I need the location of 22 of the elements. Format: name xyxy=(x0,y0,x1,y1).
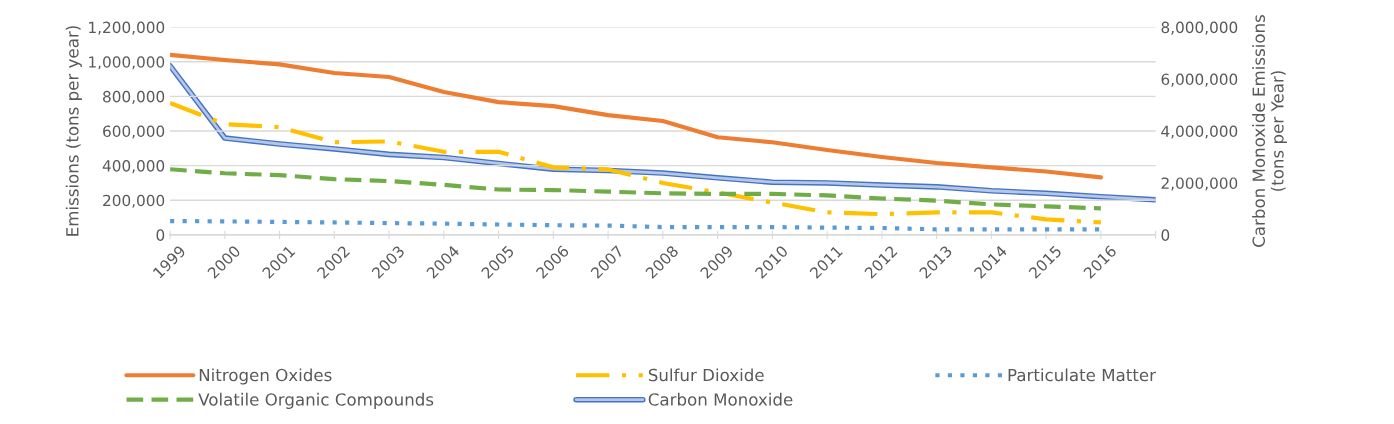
y2-tick-label: 6,000,000 xyxy=(1161,73,1238,87)
y-tick-label: 600,000 xyxy=(103,125,165,139)
y-axis-title: Emissions (tons per year) xyxy=(65,26,82,236)
legend-label: Sulfur Dioxide xyxy=(648,368,764,382)
legend-label: Nitrogen Oxides xyxy=(199,368,332,385)
line-series xyxy=(170,100,1103,225)
y-tick-label: 200,000 xyxy=(103,194,165,208)
y-tick-label: 1,200,000 xyxy=(89,21,165,35)
legend-label: Carbon Monoxide xyxy=(648,392,793,406)
y-tick-label: 400,000 xyxy=(102,160,165,174)
legend-label: Volatile Organic Compounds xyxy=(198,392,434,409)
line-series xyxy=(170,52,1103,180)
y2-axis-title: Carbon Monoxide Emissions (tons per Year) xyxy=(1252,15,1287,247)
y-tick-label: 1,000,000 xyxy=(89,56,165,70)
y2-tick-label: 4,000,000 xyxy=(1161,125,1238,139)
y2-tick-label: 0 xyxy=(1161,229,1170,241)
y2-tick-label: 2,000,000 xyxy=(1161,177,1238,191)
y-tick-label: 0 xyxy=(156,229,165,241)
legend-label: Particulate Matter xyxy=(1008,368,1156,382)
line-series xyxy=(170,167,1103,211)
y-tick-label: 800,000 xyxy=(103,90,165,104)
y2-tick-label: 8,000,000 xyxy=(1161,21,1238,35)
